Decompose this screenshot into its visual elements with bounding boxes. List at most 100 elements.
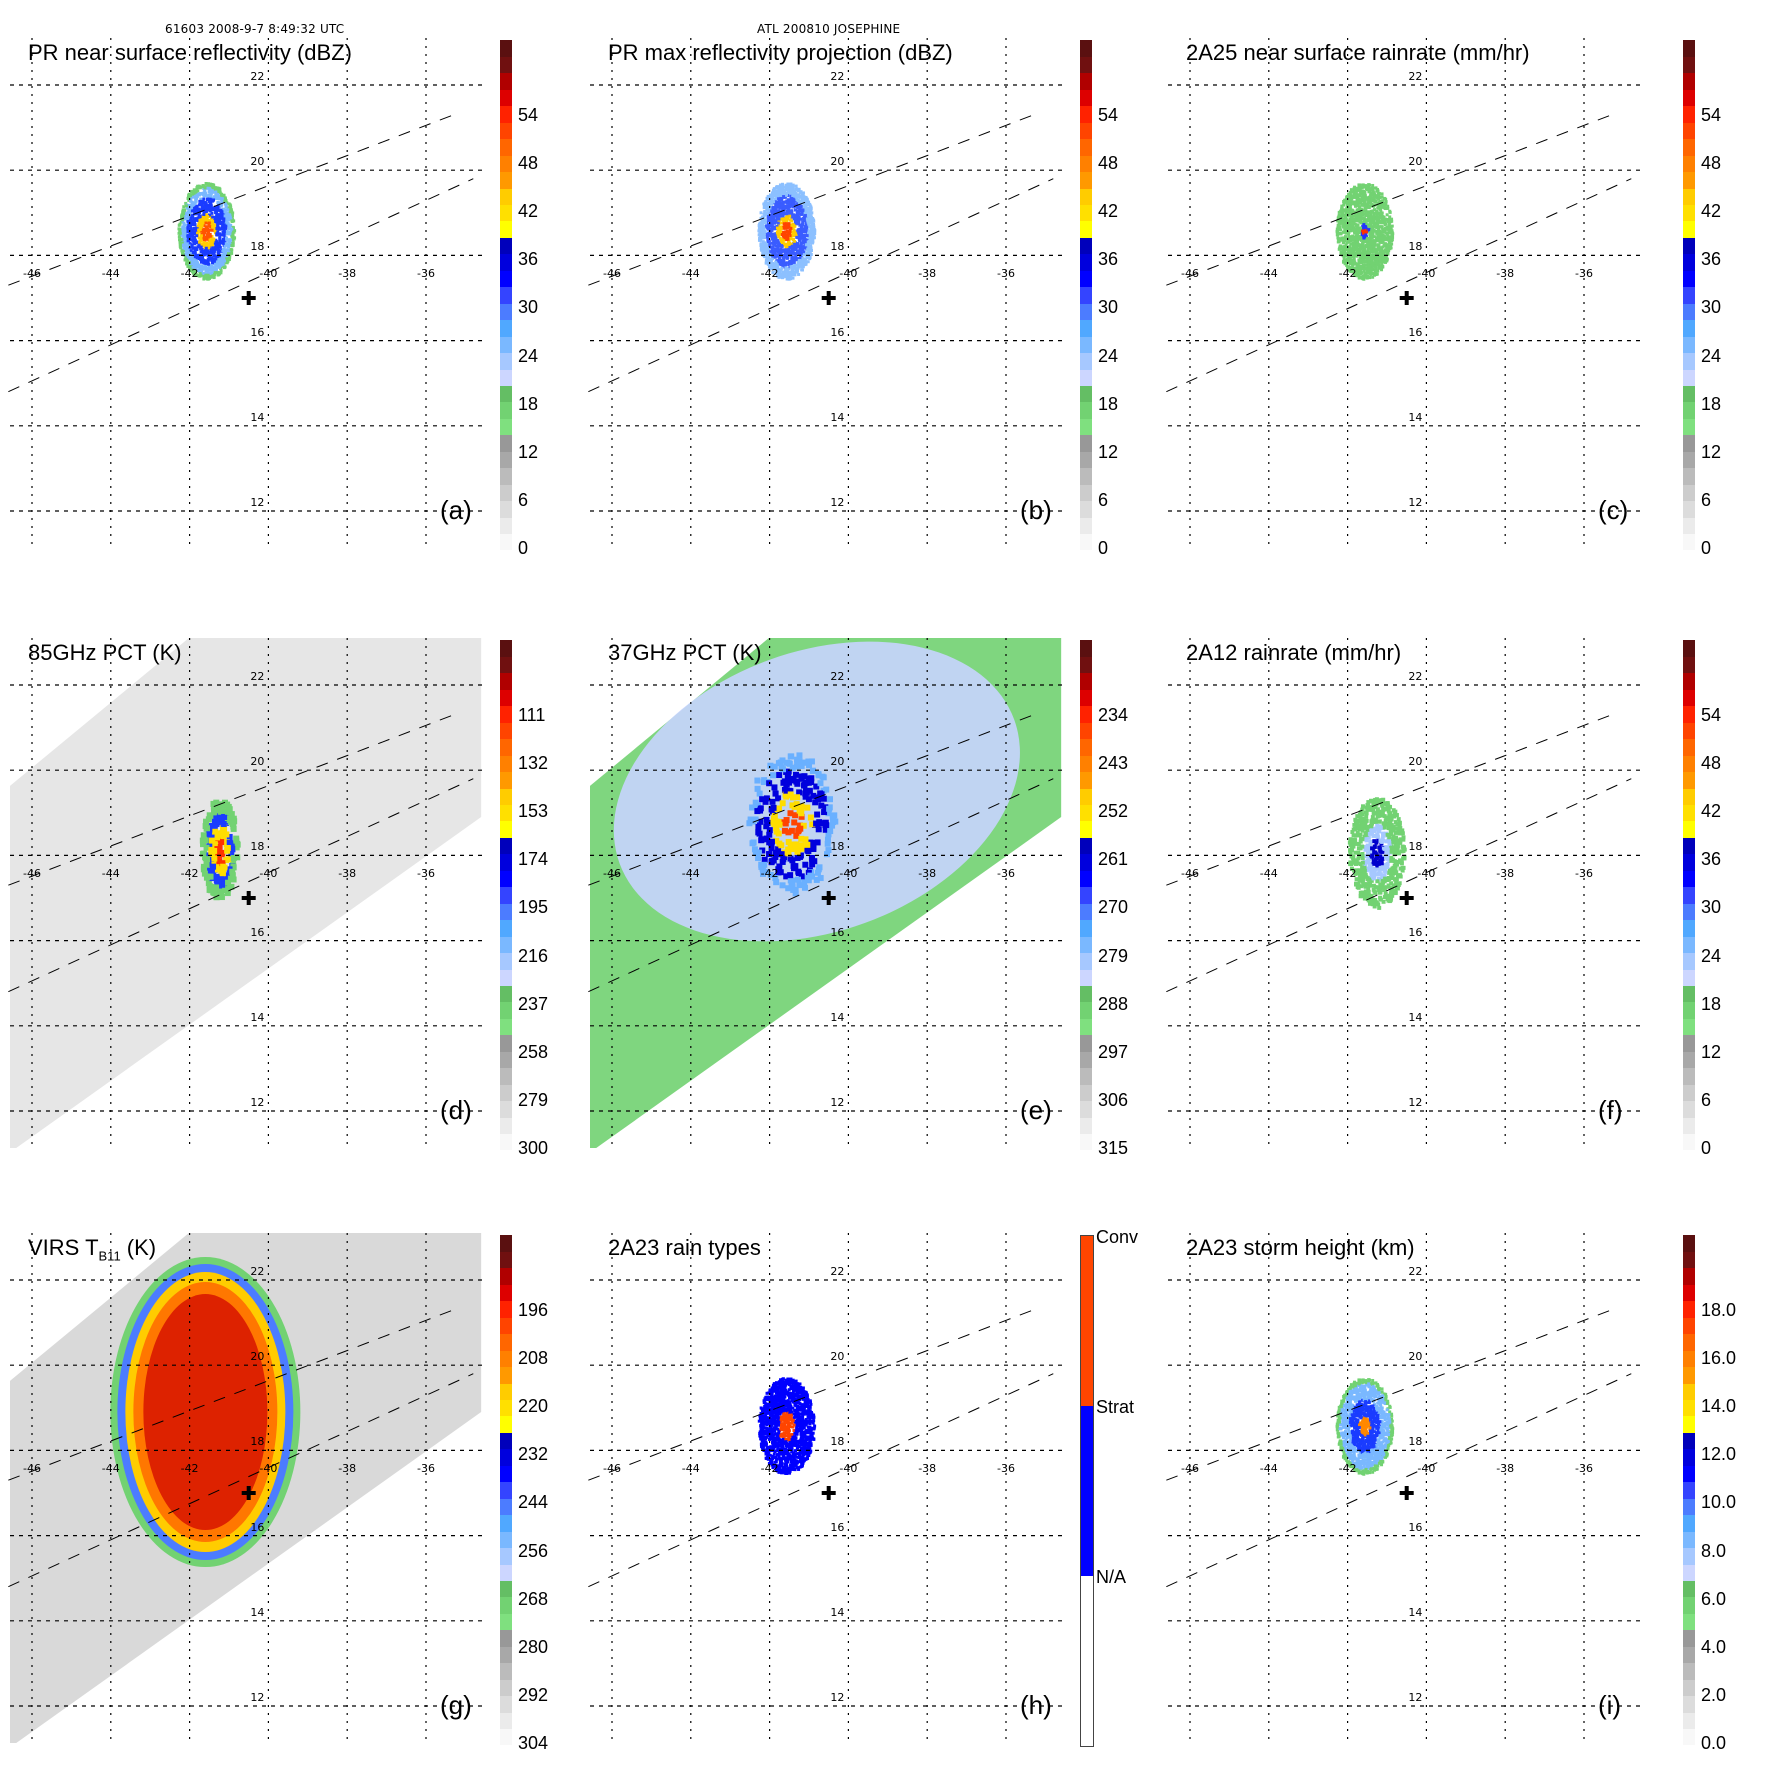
pixel bbox=[203, 243, 207, 247]
pixel bbox=[229, 208, 233, 212]
pixel bbox=[1342, 258, 1346, 262]
pixel bbox=[229, 206, 233, 210]
pixel bbox=[223, 196, 227, 200]
pixel bbox=[199, 209, 203, 213]
pixel bbox=[186, 253, 190, 257]
pixel bbox=[809, 239, 813, 243]
pixel bbox=[798, 813, 805, 820]
pixel bbox=[1384, 257, 1388, 261]
pixel bbox=[808, 256, 812, 260]
pixel bbox=[765, 233, 769, 237]
pixel bbox=[770, 193, 774, 197]
pixel bbox=[1339, 218, 1343, 222]
pixel bbox=[186, 216, 190, 220]
pixel bbox=[1390, 238, 1394, 242]
pixel bbox=[808, 212, 812, 216]
pixel bbox=[198, 192, 202, 196]
pixel bbox=[792, 200, 796, 204]
pixel bbox=[232, 219, 236, 223]
pixel bbox=[1351, 249, 1355, 253]
pixel bbox=[183, 211, 187, 215]
pixel bbox=[1344, 261, 1348, 265]
pixel bbox=[1369, 241, 1373, 245]
pixel bbox=[770, 201, 774, 205]
colorbar-tick-label: 279 bbox=[518, 1089, 549, 1110]
pixel bbox=[206, 227, 210, 231]
pixel bbox=[773, 225, 777, 229]
pixel bbox=[798, 835, 805, 842]
colorbar-tick-label: 42 bbox=[1098, 201, 1119, 222]
pixel bbox=[771, 812, 778, 819]
pixel bbox=[1355, 219, 1359, 223]
pixel bbox=[223, 259, 227, 263]
lon-tick-label: -38 bbox=[338, 267, 357, 281]
pixel bbox=[202, 205, 206, 209]
colorbar-segment bbox=[1080, 56, 1092, 74]
pixel bbox=[792, 264, 796, 268]
pixel bbox=[225, 211, 229, 215]
colorbar-segment bbox=[1080, 467, 1092, 485]
pixel bbox=[220, 887, 227, 894]
pixel bbox=[766, 259, 770, 263]
pixel bbox=[230, 215, 234, 219]
pixel bbox=[1340, 206, 1344, 210]
pixel bbox=[196, 264, 200, 268]
pixel bbox=[768, 193, 772, 197]
pixel bbox=[207, 245, 211, 249]
pixel bbox=[1364, 206, 1368, 210]
pixel bbox=[1370, 253, 1374, 257]
pixel bbox=[182, 243, 186, 247]
pixel bbox=[758, 237, 762, 241]
lat-tick-label: 14 bbox=[250, 410, 265, 424]
panel-label: (a) bbox=[440, 495, 472, 525]
pixel bbox=[1353, 243, 1357, 247]
pixel bbox=[1359, 236, 1363, 240]
pixel bbox=[793, 224, 797, 228]
pixel bbox=[791, 238, 795, 242]
pixel bbox=[1373, 229, 1377, 233]
lat-tick-label: 18 bbox=[250, 240, 265, 254]
pixel bbox=[801, 879, 808, 886]
pixel bbox=[784, 253, 788, 257]
pixel bbox=[192, 269, 196, 273]
swath-edge-north bbox=[588, 114, 1034, 286]
pixel bbox=[194, 259, 198, 263]
pixel bbox=[197, 184, 201, 188]
pixel bbox=[802, 861, 809, 868]
pixel bbox=[209, 217, 213, 221]
pixel bbox=[1383, 196, 1387, 200]
pixel bbox=[223, 235, 227, 239]
pixel bbox=[781, 211, 785, 215]
pixel bbox=[224, 845, 231, 852]
pixel bbox=[189, 217, 193, 221]
pixel bbox=[1343, 214, 1347, 218]
pixel bbox=[797, 245, 801, 249]
pixel bbox=[1366, 238, 1370, 242]
pixel bbox=[182, 235, 186, 239]
colorbar-segment bbox=[1683, 171, 1695, 189]
pixel bbox=[204, 269, 208, 273]
pixel bbox=[221, 262, 225, 266]
pixel bbox=[760, 218, 764, 222]
pixel bbox=[1368, 188, 1372, 192]
map-plot-b bbox=[588, 38, 1065, 548]
pixel bbox=[199, 250, 203, 254]
pixel bbox=[1355, 247, 1359, 251]
lon-tick-label: -40 bbox=[1417, 267, 1436, 281]
pixel bbox=[785, 219, 789, 223]
pixel bbox=[216, 221, 220, 225]
pixel bbox=[179, 231, 183, 235]
pixel bbox=[1370, 236, 1374, 240]
colorbar-segment bbox=[1080, 418, 1092, 436]
pixel bbox=[776, 210, 780, 214]
pixel bbox=[1345, 259, 1349, 263]
pixel bbox=[784, 248, 788, 252]
pixel bbox=[214, 894, 221, 901]
pixel bbox=[201, 201, 205, 205]
pixel bbox=[221, 221, 225, 225]
pixel bbox=[806, 240, 810, 244]
pixel bbox=[1377, 247, 1381, 251]
pixel bbox=[1338, 232, 1342, 236]
colorbar-segment bbox=[1683, 303, 1695, 321]
pixel bbox=[215, 214, 219, 218]
